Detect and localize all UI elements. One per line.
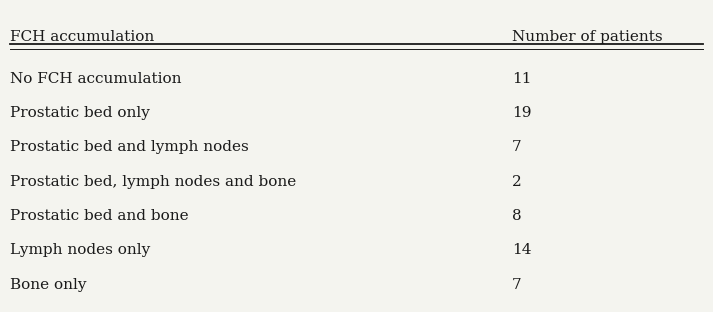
Text: 2: 2	[512, 175, 522, 189]
Text: Number of patients: Number of patients	[512, 30, 663, 44]
Text: 19: 19	[512, 106, 532, 120]
Text: Lymph nodes only: Lymph nodes only	[10, 243, 150, 257]
Text: 7: 7	[512, 140, 522, 154]
Text: Prostatic bed and bone: Prostatic bed and bone	[10, 209, 188, 223]
Text: Prostatic bed and lymph nodes: Prostatic bed and lymph nodes	[10, 140, 249, 154]
Text: FCH accumulation: FCH accumulation	[10, 30, 154, 44]
Text: No FCH accumulation: No FCH accumulation	[10, 72, 181, 86]
Text: 14: 14	[512, 243, 532, 257]
Text: 7: 7	[512, 278, 522, 292]
Text: Bone only: Bone only	[10, 278, 86, 292]
Text: Prostatic bed only: Prostatic bed only	[10, 106, 150, 120]
Text: Prostatic bed, lymph nodes and bone: Prostatic bed, lymph nodes and bone	[10, 175, 296, 189]
Text: 11: 11	[512, 72, 532, 86]
Text: 8: 8	[512, 209, 522, 223]
